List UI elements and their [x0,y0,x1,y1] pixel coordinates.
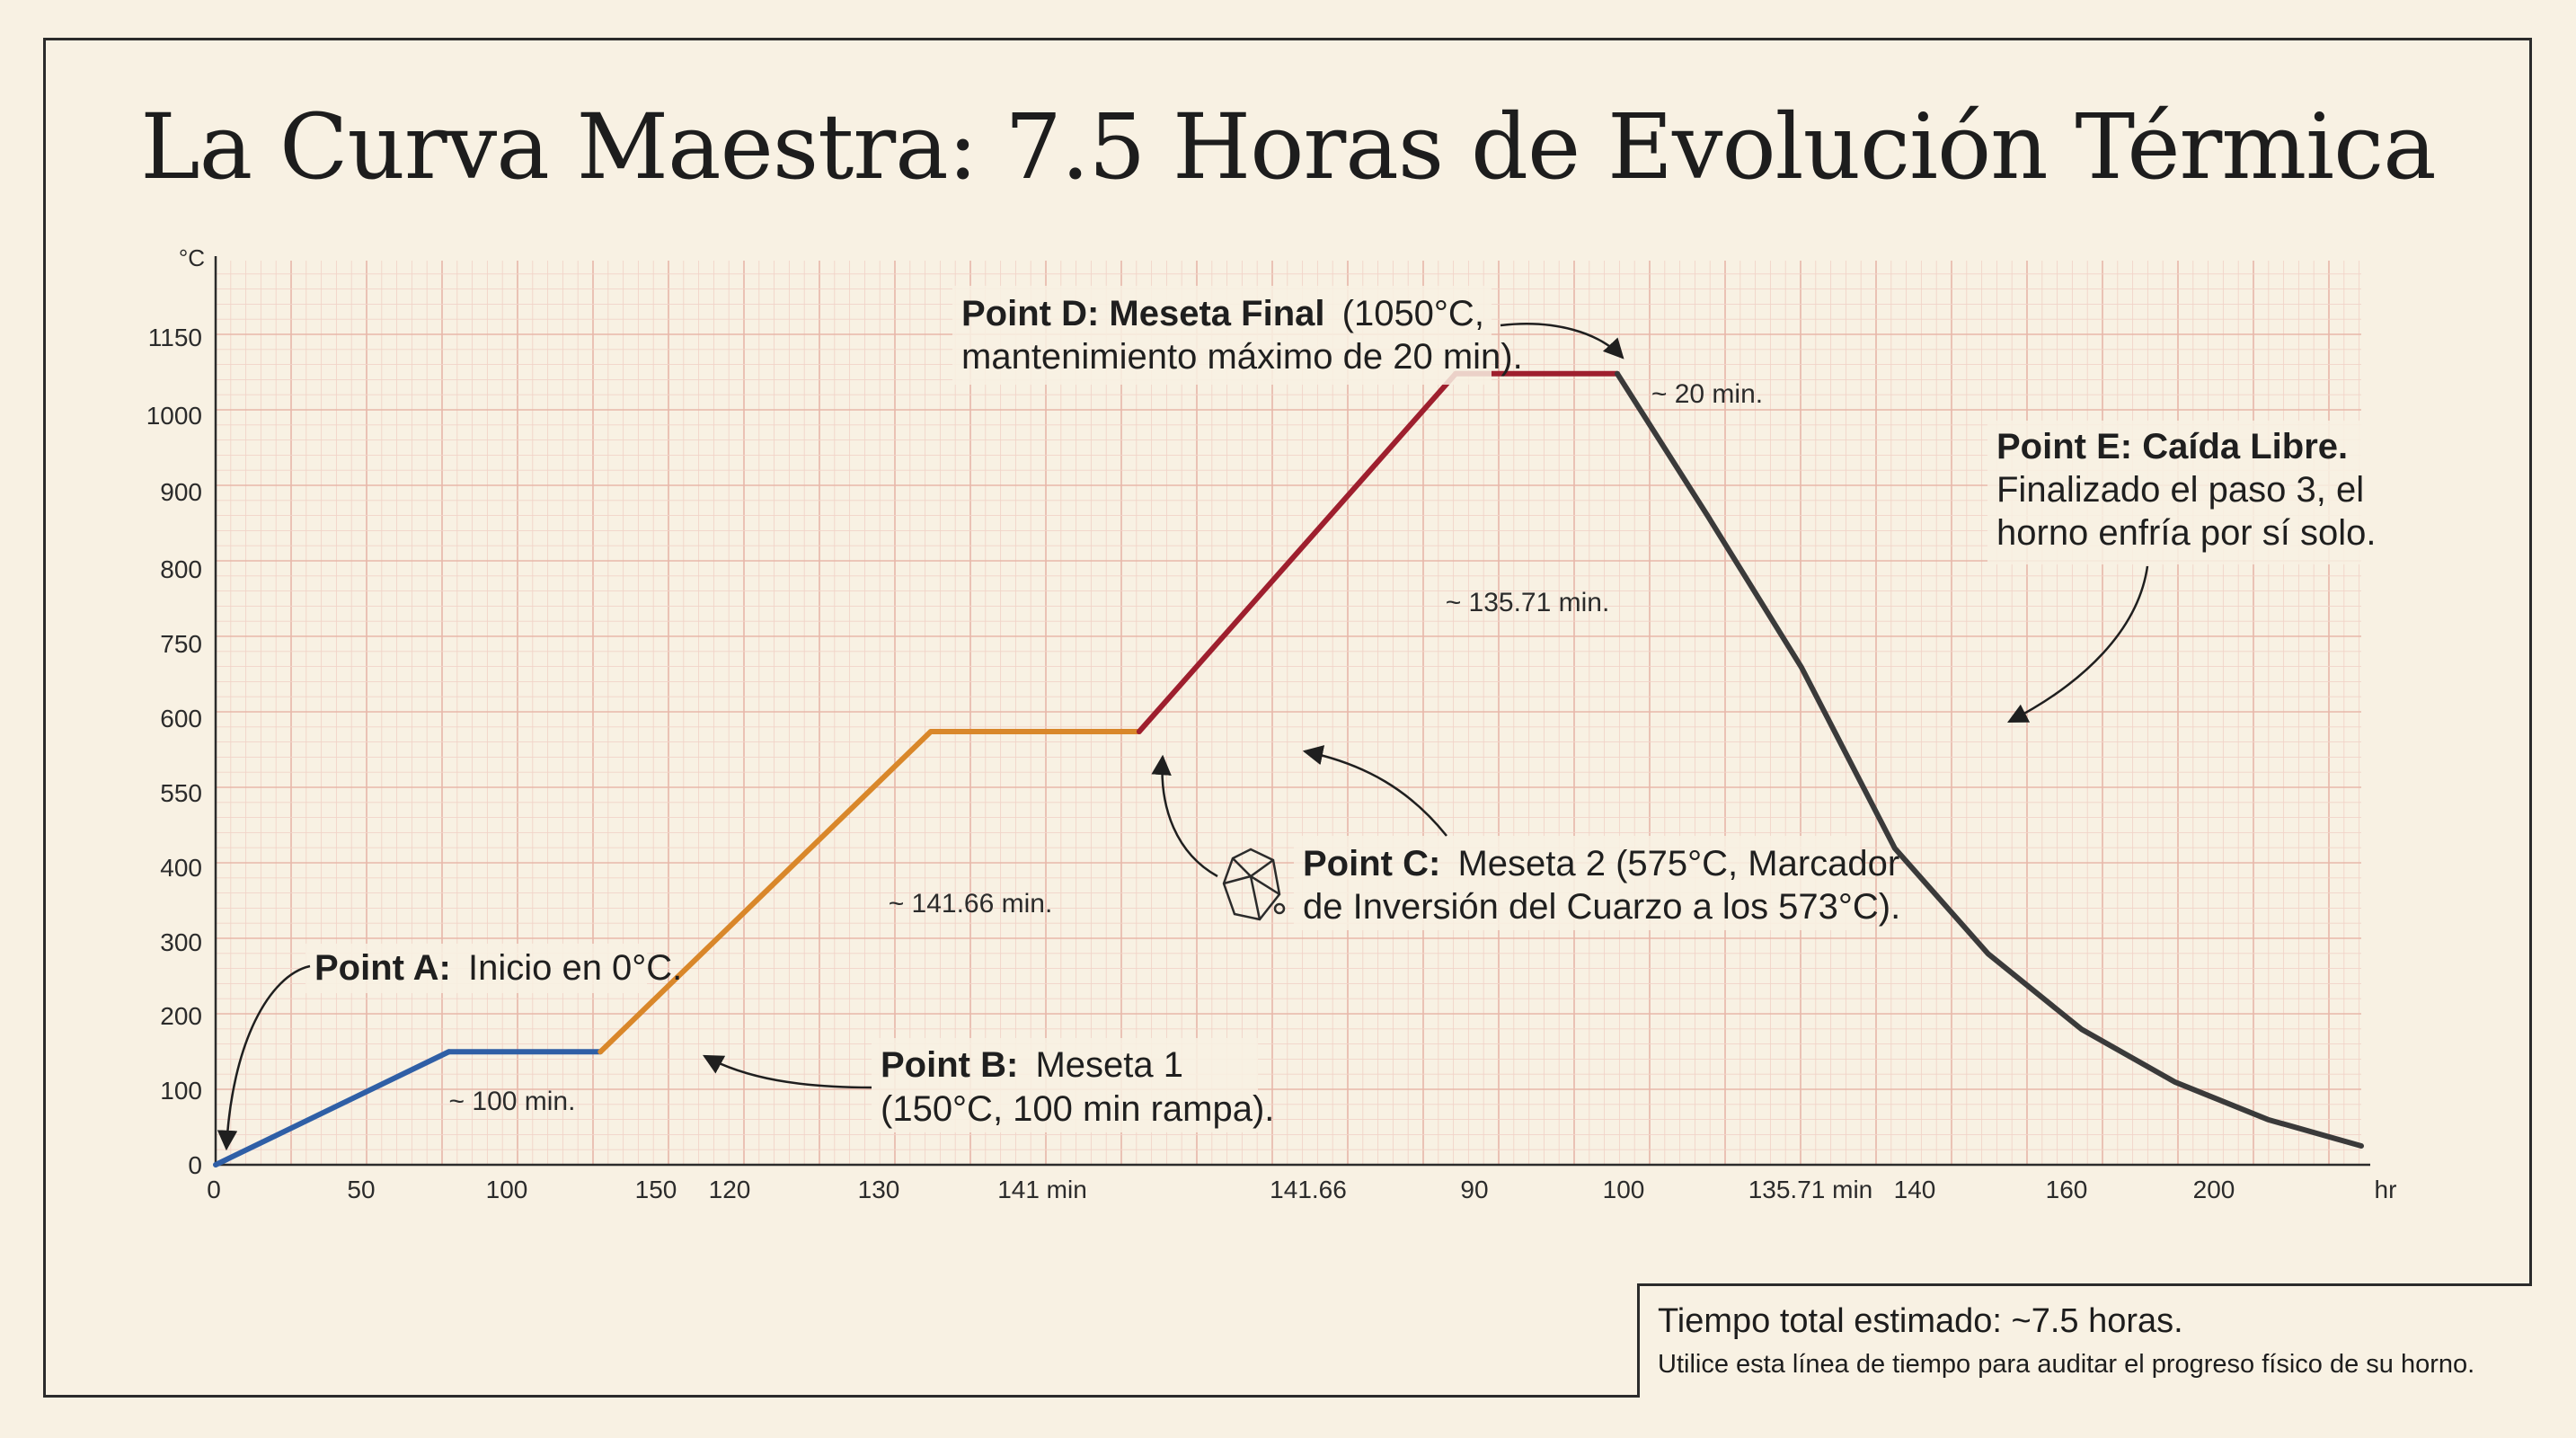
y-tick-label: 100 [160,1077,202,1105]
chart-title: La Curva Maestra: 7.5 Horas de Evolución… [140,94,2437,200]
x-tick-label: 130 [858,1176,900,1203]
duration-label: ~ 100 min. [449,1087,576,1116]
y-tick-label: 300 [160,928,202,956]
annotation-c-title: Point C: [1303,844,1440,883]
annotation-e: Point E: Caída Libre. Finalizado el paso… [1987,421,2376,723]
x-tick-label: 120 [709,1176,751,1203]
annotation-d-title: Point D: Meseta Final [961,294,1325,333]
x-tick-label: 141.66 [1270,1176,1347,1203]
annotation-c-line2: de Inversión del Cuarzo a los 573°C). [1303,887,1900,927]
y-tick-label: 1150 [148,324,202,351]
y-tick-label: 600 [160,705,202,732]
series-rampa-2 [598,728,934,1055]
series-rampa-1 [213,1049,452,1167]
annotation-b-line2: (150°C, 100 min rampa). [881,1089,1274,1129]
svg-text:Point B: Meseta 1: Point B: Meseta 1 [881,1045,1183,1085]
annotation-a-title: Point A: [314,948,451,988]
annotation-d-line2: mantenimiento máximo de 20 min). [961,337,1523,377]
x-tick-label: 50 [347,1176,375,1203]
x-tick-label: 200 [2193,1176,2235,1203]
annotation-d-line1: (1050°C, [1342,294,1484,333]
y-tick-label: 750 [160,630,202,658]
tick-labels: 0 100 200 300 400 550 600 750 800 900 1000 1150 °C 0 5… [146,244,2397,1203]
annotation-e-line1: Finalizado el paso 3, el [1996,470,2364,510]
summary-total-time: Tiempo total estimado: ~7.5 horas. [1658,1302,2183,1340]
duration-label: ~ 141.66 min. [889,889,1053,919]
x-tick-label: 140 [1894,1176,1936,1203]
quartz-crystal-icon [1222,848,1286,921]
annotation-e-title: Point E: Caída Libre. [1996,427,2348,466]
svg-text:Point D: Meseta Final (1: Point D: Meseta Final (1050°C, [961,294,1484,333]
y-tick-label: 200 [160,1002,202,1030]
grid [215,261,2361,1166]
svg-text:Point A: Inicio en 0°C.: Point A: Inicio en 0°C. [314,948,682,988]
x-tick-label: 100 [1603,1176,1645,1203]
y-tick-label: 800 [160,555,202,583]
x-tick-label: 0 [207,1176,221,1203]
y-axis-label: °C [179,244,205,271]
duration-label: ~ 135.71 min. [1446,588,1610,617]
annotation-a: Point A: Inicio en 0°C. [217,944,682,1151]
x-tick-label: 135.71 min [1748,1176,1873,1203]
y-tick-label: 1000 [146,402,202,430]
x-tick-label: 150 [635,1176,677,1203]
axes [214,256,2370,1167]
annotation-b-title: Point B: [881,1045,1018,1085]
annotation-c: Point C: Meseta 2 (575°C, Marcador de In… [1151,745,1900,930]
annotation-b: Point B: Meseta 1 (150°C, 100 min rampa)… [703,1038,1274,1132]
y-tick-label: 550 [160,779,202,807]
x-tick-label: 160 [2046,1176,2088,1203]
duration-labels: ~ 100 min. ~ 141.66 min. ~ 135.71 min. ~ 20… [449,379,1764,1116]
series-rampa-3 [1136,370,1459,734]
x-tick-label: 100 [486,1176,528,1203]
svg-text:Point C: Meseta 2 (575°C: Point C: Meseta 2 (575°C, Marcador [1303,844,1899,883]
annotation-b-line1: Meseta 1 [1035,1045,1183,1085]
y-tick-label: 900 [160,478,202,506]
summary-box: Tiempo total estimado: ~7.5 horas. Utili… [1637,1283,2532,1398]
annotation-d: Point D: Meseta Final (1050°C, mantenimi… [952,286,1624,385]
summary-note: Utilice esta línea de tiempo para audita… [1658,1350,2475,1379]
y-tick-label: 400 [160,854,202,882]
annotation-c-line1: Meseta 2 (575°C, Marcador [1457,844,1899,883]
x-axis-unit: hr [2375,1176,2397,1203]
annotation-a-line1: Inicio en 0°C. [468,948,682,988]
annotation-e-line2: horno enfría por sí solo. [1996,513,2376,553]
x-tick-label: 90 [1460,1176,1488,1203]
x-tick-label: 141 min [997,1176,1087,1203]
series-caída-libre [1614,370,2364,1150]
duration-label: ~ 20 min. [1651,379,1763,409]
chart-frame [43,38,2532,1398]
y-tick-label: 0 [188,1151,202,1179]
